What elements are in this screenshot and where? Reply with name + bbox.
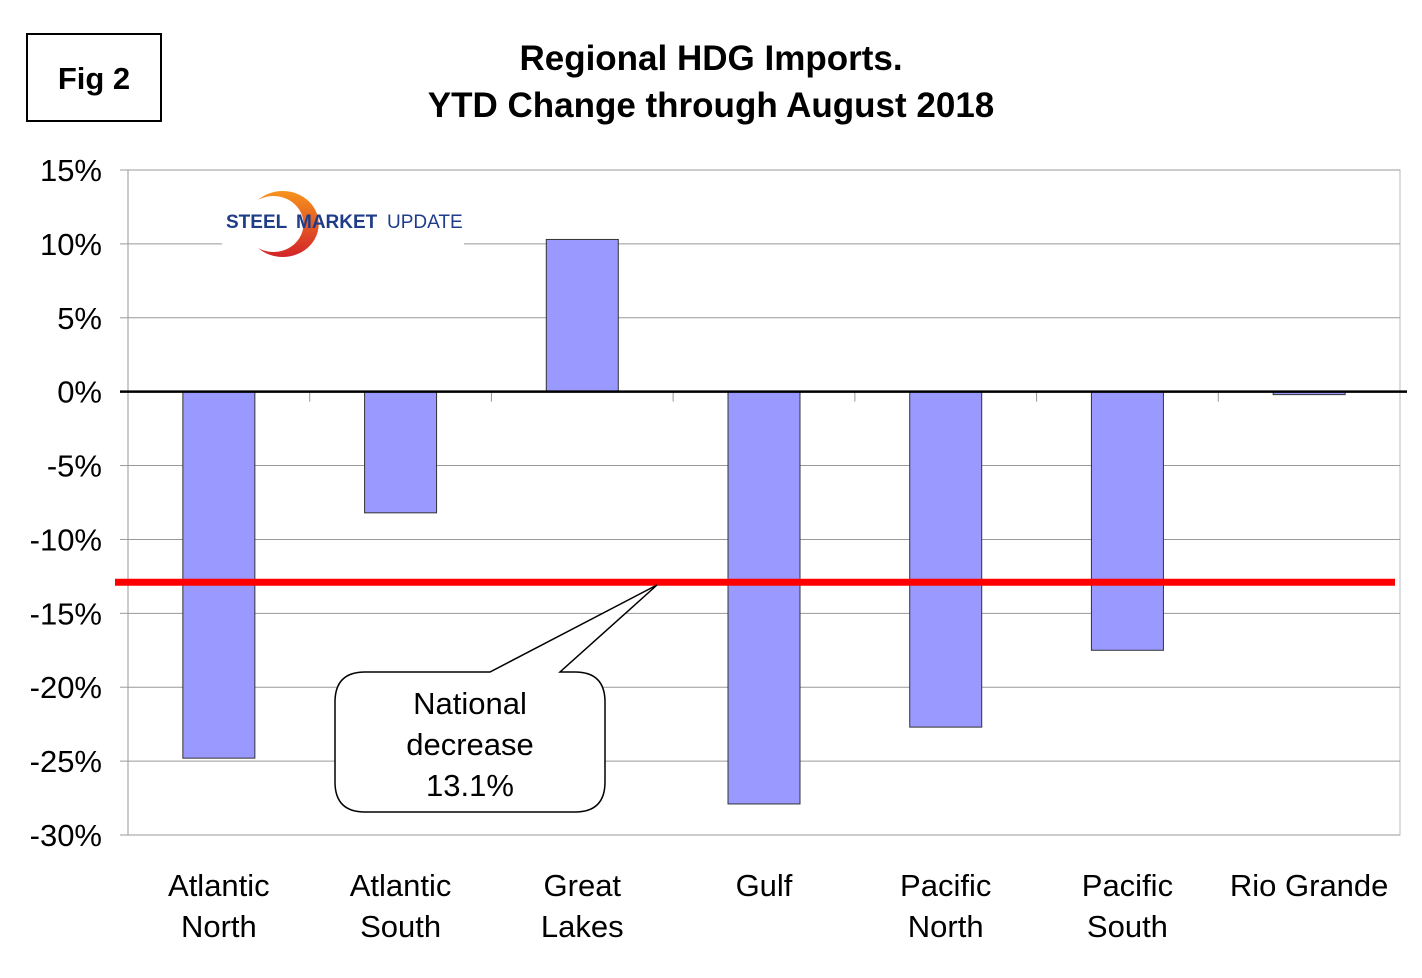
bar xyxy=(545,238,619,393)
y-tick-label: -20% xyxy=(30,670,102,705)
svg-text:UPDATE: UPDATE xyxy=(387,212,463,233)
y-tick-label: 5% xyxy=(57,301,102,336)
x-tick-label: Rio Grande xyxy=(1230,868,1389,903)
x-tick-label: Great xyxy=(544,868,622,903)
figure-label-box xyxy=(26,33,162,122)
annotation-text: National xyxy=(413,686,527,721)
x-tick-label: South xyxy=(360,909,441,944)
y-tick-label: 10% xyxy=(40,227,102,262)
x-tick-label: South xyxy=(1087,909,1168,944)
bar xyxy=(1090,391,1164,651)
y-tick-label: -15% xyxy=(30,596,102,631)
x-tick-label: Atlantic xyxy=(168,868,270,903)
y-tick-label: 15% xyxy=(40,153,102,188)
chart-title-line2: YTD Change through August 2018 xyxy=(428,86,995,125)
x-tick-label: North xyxy=(181,909,257,944)
svg-text:MARKET: MARKET xyxy=(296,212,378,233)
annotation-text: decrease xyxy=(406,727,534,762)
bar xyxy=(909,391,983,728)
chart-title-line1: Regional HDG Imports. xyxy=(519,39,902,78)
y-tick-label: -25% xyxy=(30,744,102,779)
x-tick-label: North xyxy=(908,909,984,944)
bar xyxy=(182,391,256,759)
figure-label: Fig 2 xyxy=(58,61,130,96)
x-tick-label: Gulf xyxy=(736,868,793,903)
x-tick-label: Lakes xyxy=(541,909,624,944)
svg-text:STEEL: STEEL xyxy=(226,212,288,233)
bar xyxy=(364,391,438,514)
x-tick-label: Pacific xyxy=(900,868,991,903)
x-tick-label: Atlantic xyxy=(350,868,452,903)
y-tick-label: -5% xyxy=(47,449,102,484)
y-tick-label: -30% xyxy=(30,818,102,853)
logo-arc xyxy=(258,191,319,257)
steel-market-update-logo: STEEL MARKET UPDATE xyxy=(222,185,464,257)
x-tick-label: Pacific xyxy=(1082,868,1173,903)
y-tick-label: 0% xyxy=(57,375,102,410)
annotation-callout xyxy=(334,584,658,813)
annotation-text: 13.1% xyxy=(426,768,514,803)
y-tick-label: -10% xyxy=(30,522,102,557)
bar xyxy=(727,391,801,805)
